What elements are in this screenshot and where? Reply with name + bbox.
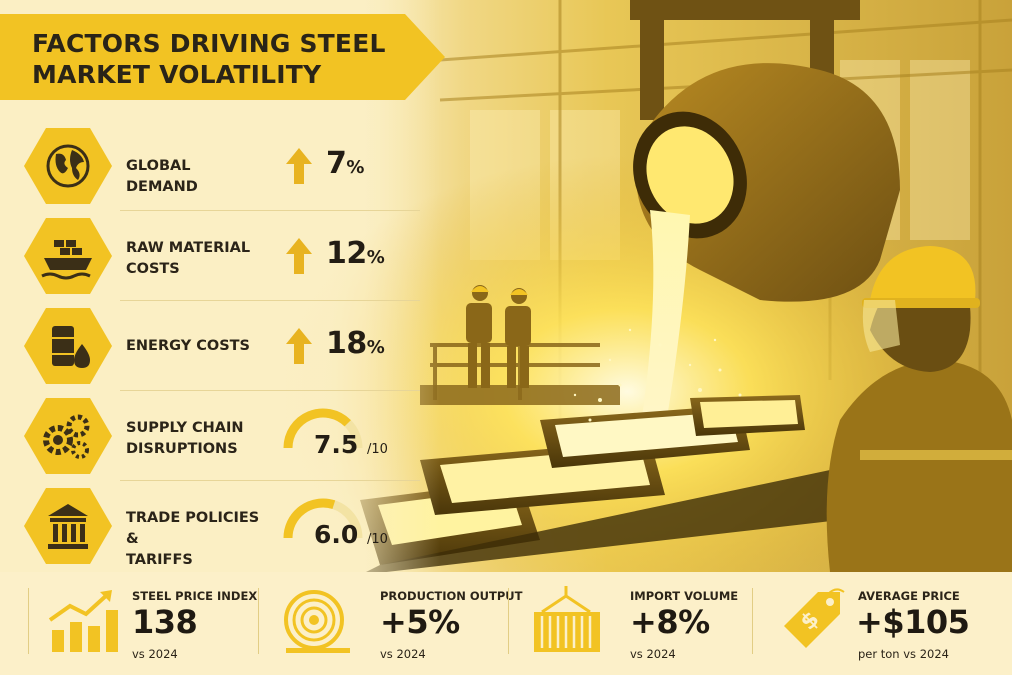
value-number: 12: [326, 236, 367, 271]
factor-label-line-1: SUPPLY CHAIN: [126, 420, 244, 436]
divider: [752, 588, 753, 654]
page-title: FACTORS DRIVING STEEL MARKET VOLATILITY: [32, 28, 412, 90]
divider: [258, 588, 259, 654]
steel-coil-icon: [284, 590, 350, 653]
factor-label-line-2: COSTS: [126, 261, 180, 277]
value-number: 7.5: [314, 430, 359, 459]
stats-bar: [0, 572, 1012, 675]
factor-label: ENERGY COSTS: [126, 338, 250, 354]
shipping-container-icon: [534, 586, 600, 652]
stat-sub: vs 2024: [630, 647, 676, 661]
stat-value: +$105: [856, 603, 970, 641]
divider: [28, 588, 29, 654]
arrow-up-icon: [286, 328, 312, 364]
rising-bar-chart-icon: [48, 590, 118, 652]
value-unit: /10: [367, 442, 388, 457]
oil-barrel-icon: [24, 308, 112, 384]
stat-label: IMPORT VOLUME: [630, 589, 739, 603]
factor-value: 7%: [326, 146, 364, 181]
value-number: 6.0: [314, 520, 359, 549]
gauge-value: 7.5 /10: [314, 430, 388, 459]
value-number: 7: [326, 146, 347, 181]
factor-label: RAW MATERIAL COSTS: [126, 238, 266, 280]
title-line-2: MARKET VOLATILITY: [32, 60, 322, 89]
factor-label-line-2: TARIFFS: [126, 552, 193, 568]
title-line-1: FACTORS DRIVING STEEL: [32, 29, 386, 58]
gauge-value: 6.0 /10: [314, 520, 388, 549]
value-unit: %: [366, 247, 385, 268]
factor-label-line-1: RAW MATERIAL: [126, 240, 251, 256]
gauge-meter: [283, 408, 363, 449]
value-number: 18: [326, 326, 367, 361]
factor-label: TRADE POLICIES & TARIFFS: [126, 508, 266, 571]
title-banner: [0, 14, 445, 100]
gauge-meter: [283, 498, 363, 539]
factor-row-global-demand: GLOBAL DEMAND 7%: [0, 128, 420, 204]
factor-value: 18%: [326, 326, 385, 361]
value-unit: %: [366, 337, 385, 358]
factor-row-raw-material-costs: RAW MATERIAL COSTS 12%: [0, 218, 420, 294]
cargo-ship-icon: [24, 218, 112, 294]
divider: [120, 210, 420, 211]
factor-value: 12%: [326, 236, 385, 271]
arrow-up-icon: [286, 238, 312, 274]
stat-label: STEEL PRICE INDEX: [132, 589, 258, 603]
factor-label-line-1: TRADE POLICIES &: [126, 510, 260, 547]
globe-icon: [24, 128, 112, 204]
divider: [120, 480, 420, 481]
stat-sub: per ton vs 2024: [858, 647, 949, 661]
factor-row-supply-chain: SUPPLY CHAIN DISRUPTIONS 7.5 /10: [0, 398, 420, 474]
stat-sub: vs 2024: [132, 647, 178, 661]
stat-value: 138: [132, 603, 198, 641]
arrow-up-icon: [286, 148, 312, 184]
price-tag-icon: $: [784, 588, 845, 648]
stat-value: +5%: [380, 603, 460, 641]
stat-sub: vs 2024: [380, 647, 426, 661]
factor-label: SUPPLY CHAIN DISRUPTIONS: [126, 418, 266, 460]
stat-value: +8%: [630, 603, 710, 641]
value-unit: %: [346, 157, 364, 178]
divider: [120, 390, 420, 391]
gears-icon: [24, 398, 112, 474]
factor-label-line-2: DISRUPTIONS: [126, 441, 238, 457]
stat-label: PRODUCTION OUTPUT: [380, 589, 523, 603]
factor-label: GLOBAL DEMAND: [126, 158, 198, 195]
government-building-icon: [24, 488, 112, 564]
divider: [120, 300, 420, 301]
value-unit: /10: [367, 532, 388, 547]
divider: [508, 588, 509, 654]
stat-label: AVERAGE PRICE: [858, 589, 960, 603]
factor-row-energy-costs: ENERGY COSTS 18%: [0, 308, 420, 384]
factor-row-trade-policies: TRADE POLICIES & TARIFFS 6.0 /10: [0, 488, 420, 568]
